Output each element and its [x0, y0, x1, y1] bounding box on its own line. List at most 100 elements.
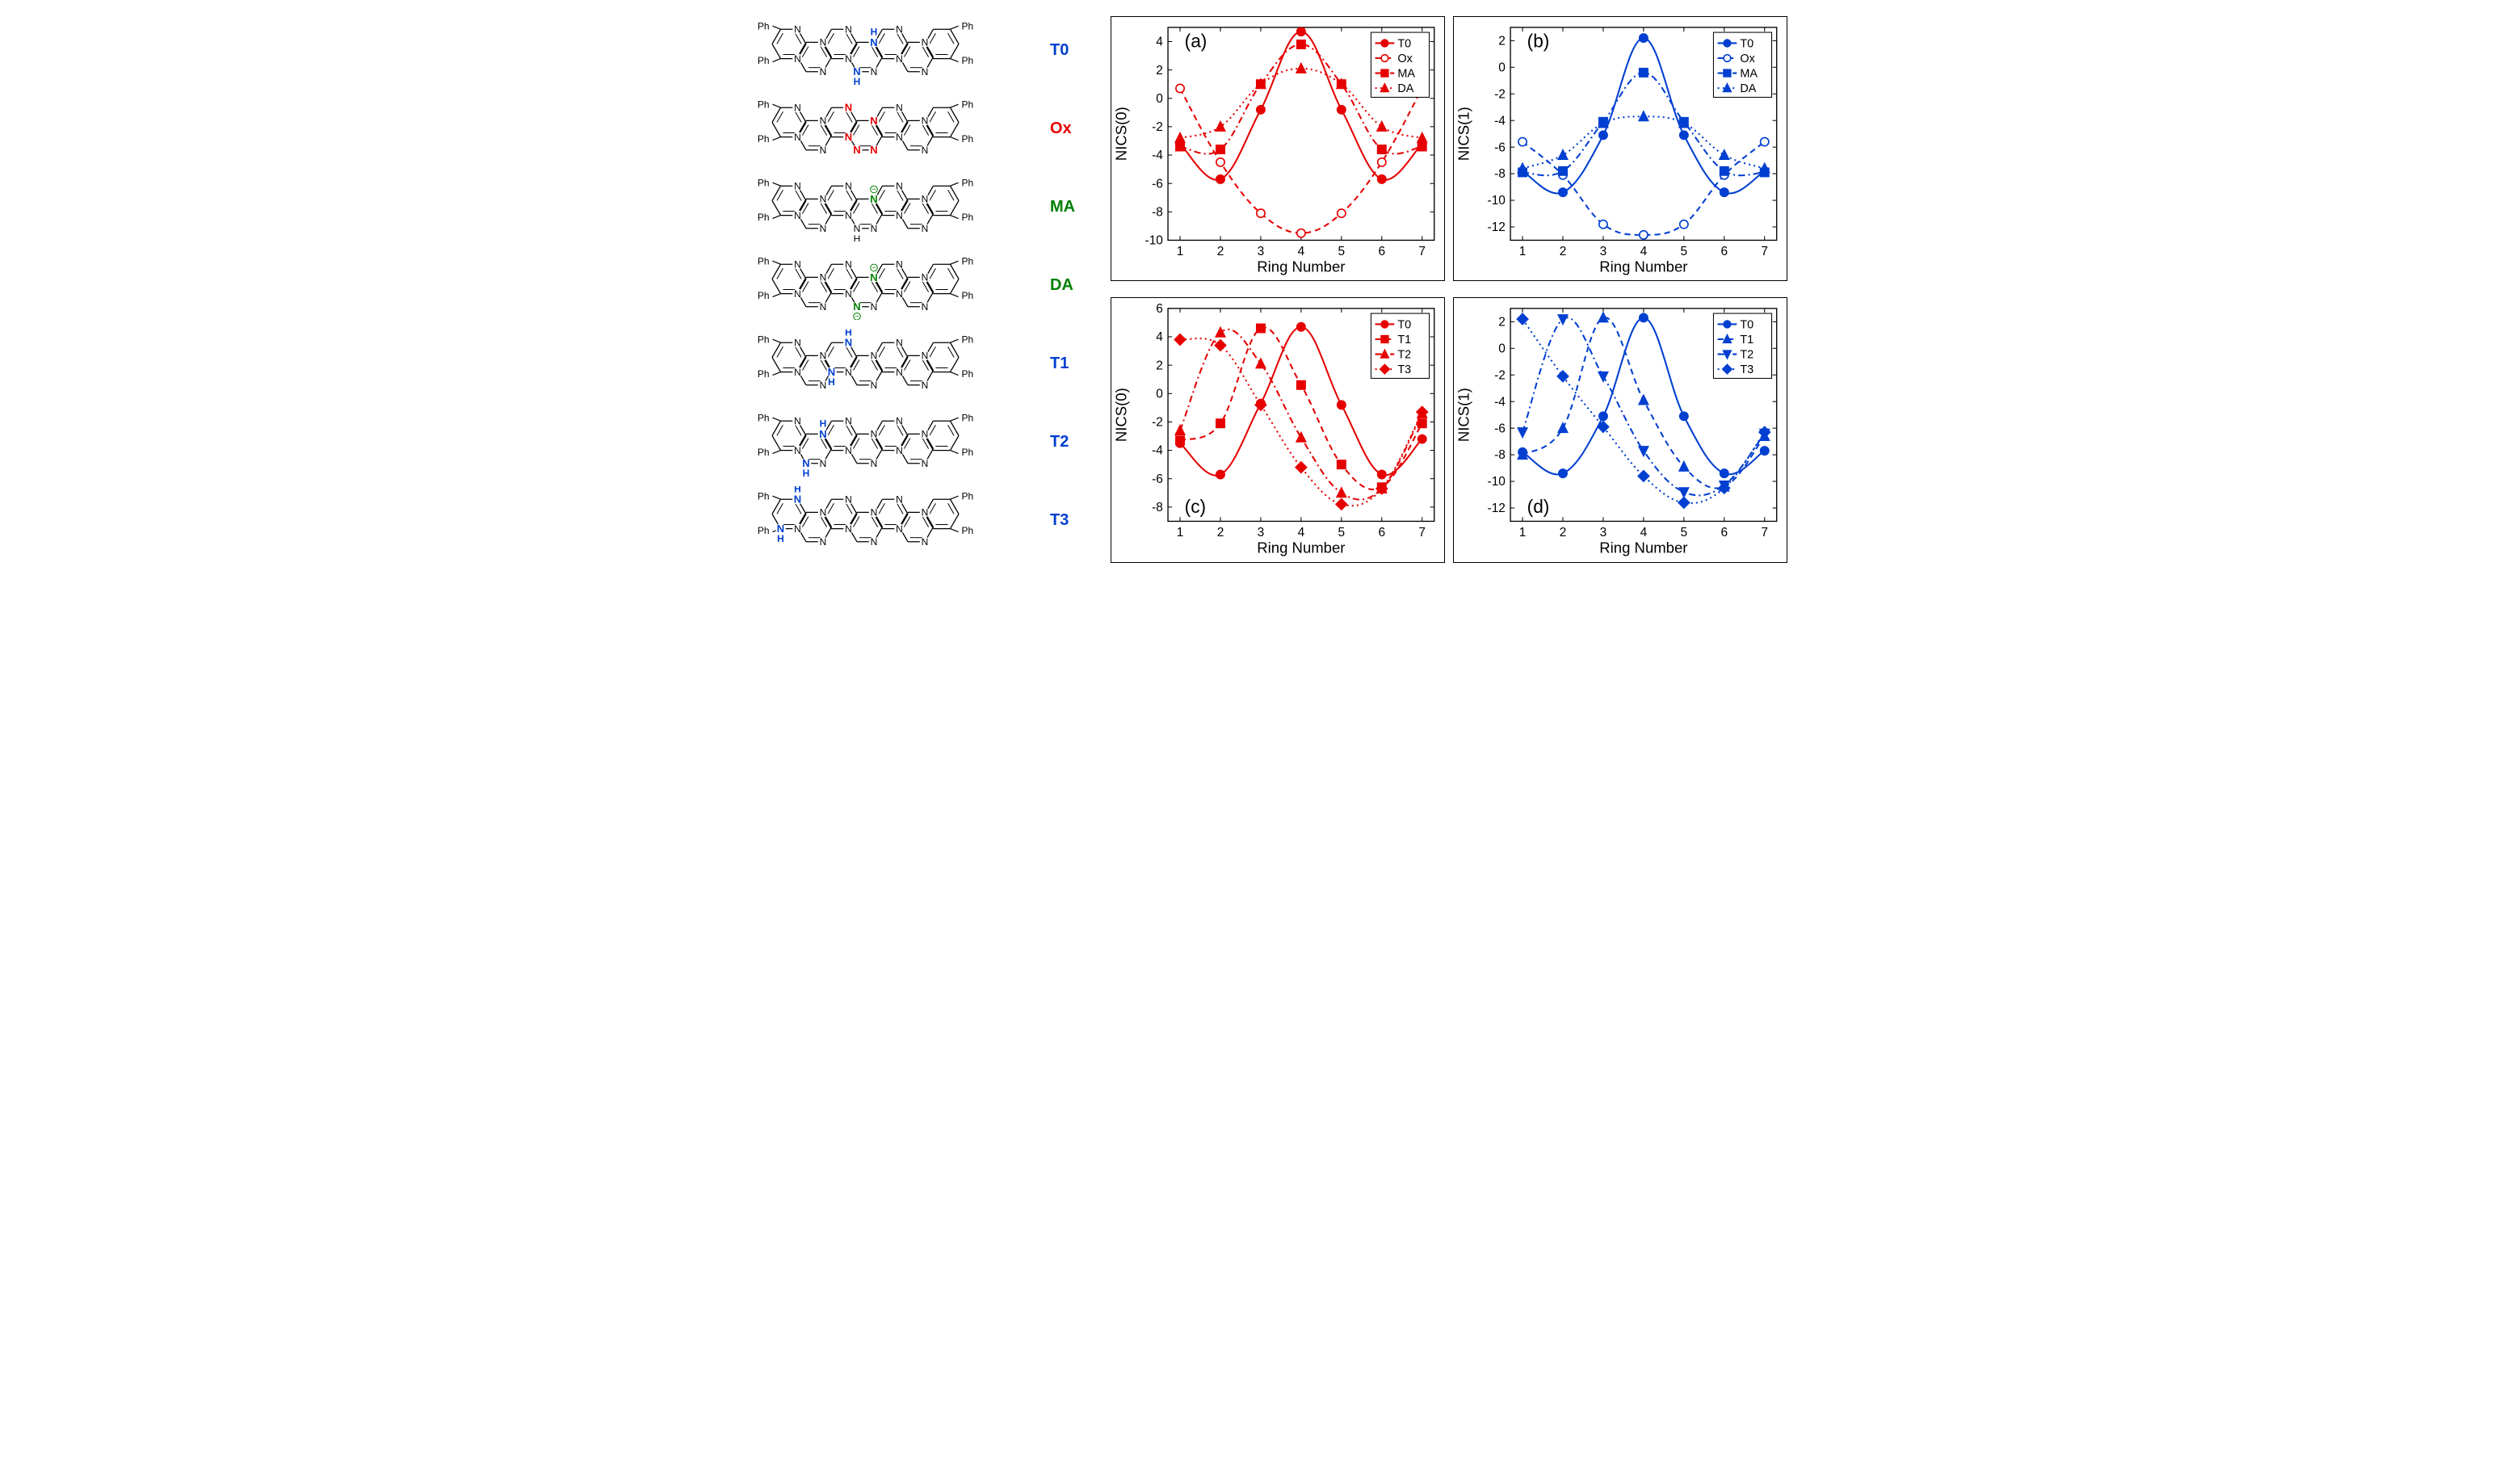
svg-text:-2: -2	[1494, 87, 1506, 101]
svg-text:7: 7	[1418, 245, 1426, 258]
svg-text:N: N	[820, 37, 827, 48]
svg-text:Ox: Ox	[1397, 52, 1413, 65]
structure-DA: PhPhPhPhNNNNNNNNNNNNNN−−	[755, 251, 1042, 320]
svg-text:-4: -4	[1494, 114, 1506, 128]
svg-text:Ph: Ph	[758, 177, 770, 188]
chart-d: -12-10-8-6-4-2021234567NICS(1)Ring Numbe…	[1453, 297, 1787, 562]
svg-text:−: −	[855, 313, 859, 320]
svg-text:-10: -10	[1145, 234, 1163, 248]
svg-text:-4: -4	[1152, 149, 1163, 162]
svg-text:Ph: Ph	[962, 255, 974, 267]
svg-text:N: N	[845, 210, 852, 221]
svg-text:2: 2	[1156, 64, 1163, 78]
svg-text:N: N	[922, 37, 929, 48]
svg-text:3: 3	[1258, 526, 1265, 539]
svg-text:N: N	[922, 458, 929, 469]
svg-text:N: N	[820, 536, 827, 548]
svg-text:-10: -10	[1488, 476, 1506, 489]
svg-text:Ph: Ph	[962, 334, 974, 345]
svg-text:5: 5	[1681, 526, 1688, 539]
chart-a: -10-8-6-4-20241234567NICS(0)Ring Number(…	[1111, 16, 1445, 281]
svg-text:−: −	[872, 185, 876, 194]
svg-text:H: H	[794, 486, 801, 494]
svg-text:-4: -4	[1152, 444, 1163, 458]
svg-text:N: N	[794, 132, 801, 143]
svg-text:4: 4	[1156, 36, 1163, 49]
svg-text:N: N	[794, 210, 801, 221]
svg-text:N: N	[922, 429, 929, 440]
svg-text:N: N	[922, 351, 929, 362]
structure-T2: PhPhPhPhNNNNNNNNNNNNNNHH	[755, 408, 1042, 477]
svg-text:N: N	[871, 458, 878, 469]
svg-text:Ph: Ph	[758, 99, 770, 110]
legend: T0OxMADA	[1371, 32, 1429, 97]
svg-text:N: N	[794, 337, 801, 348]
svg-text:−: −	[872, 263, 876, 272]
svg-text:N: N	[896, 445, 903, 456]
svg-text:N: N	[922, 301, 929, 313]
svg-text:N: N	[922, 223, 929, 234]
svg-text:-4: -4	[1494, 396, 1506, 409]
svg-text:MA: MA	[1740, 68, 1758, 81]
svg-text:N: N	[794, 23, 801, 35]
svg-text:T0: T0	[1740, 38, 1754, 51]
svg-text:N: N	[871, 301, 878, 313]
svg-text:N: N	[871, 223, 878, 234]
svg-text:T2: T2	[1397, 349, 1411, 362]
structure-row-MA: PhPhPhPhNNNNNNNNNNNNN−NHMA	[755, 173, 1094, 241]
x-axis-label: Ring Number	[1599, 258, 1687, 275]
svg-text:-2: -2	[1494, 369, 1506, 383]
svg-text:N: N	[794, 415, 801, 426]
svg-text:N: N	[820, 145, 827, 156]
structure-row-T1: PhPhPhPhNNNNNNNNNNNNNNHHT1	[755, 330, 1094, 398]
svg-text:1: 1	[1177, 526, 1184, 539]
svg-text:0: 0	[1156, 388, 1163, 401]
svg-text:N: N	[922, 272, 929, 283]
svg-text:N: N	[922, 507, 929, 518]
svg-text:2: 2	[1217, 245, 1224, 258]
structure-label: T1	[1050, 355, 1069, 373]
svg-text:N: N	[896, 415, 903, 426]
svg-text:N: N	[820, 115, 827, 127]
svg-text:N: N	[794, 523, 801, 535]
svg-text:6: 6	[1378, 245, 1385, 258]
svg-text:N: N	[896, 23, 903, 35]
svg-text:6: 6	[1156, 303, 1163, 317]
svg-text:6: 6	[1721, 526, 1728, 539]
structure-row-DA: PhPhPhPhNNNNNNNNNNNNNN−−DA	[755, 251, 1094, 320]
svg-text:N: N	[845, 288, 852, 300]
structure-label: DA	[1050, 276, 1073, 295]
svg-text:1: 1	[1519, 526, 1527, 539]
svg-text:N: N	[794, 258, 801, 270]
svg-text:N: N	[870, 271, 877, 283]
svg-text:DA: DA	[1740, 82, 1756, 95]
svg-text:N: N	[794, 180, 801, 191]
svg-text:3: 3	[1258, 245, 1265, 258]
svg-text:3: 3	[1600, 245, 1607, 258]
svg-text:-2: -2	[1152, 120, 1163, 134]
svg-text:T3: T3	[1740, 364, 1754, 377]
svg-text:N: N	[820, 351, 827, 362]
panel-letter: (c)	[1185, 497, 1206, 518]
structure-T3: PhPhPhPhNNNNNNNNNNNNNNHH	[755, 486, 1042, 555]
svg-text:Ph: Ph	[758, 255, 770, 267]
svg-text:7: 7	[1418, 526, 1426, 539]
chart-b: -12-10-8-6-4-2021234567NICS(1)Ring Numbe…	[1453, 16, 1787, 281]
svg-text:H: H	[777, 533, 784, 544]
svg-text:5: 5	[1681, 245, 1688, 258]
svg-text:1: 1	[1519, 245, 1527, 258]
svg-text:N: N	[845, 337, 852, 349]
svg-text:N: N	[896, 53, 903, 65]
svg-text:N: N	[896, 132, 903, 143]
svg-text:N: N	[845, 523, 852, 535]
svg-text:N: N	[896, 210, 903, 221]
svg-text:N: N	[820, 223, 827, 234]
svg-text:N: N	[896, 288, 903, 300]
svg-text:-10: -10	[1488, 194, 1506, 208]
svg-text:N: N	[845, 53, 852, 65]
svg-text:N: N	[870, 115, 877, 127]
legend: T0T1T2T3	[1713, 314, 1771, 379]
panel-letter: (a)	[1185, 31, 1208, 52]
svg-text:Ph: Ph	[758, 525, 770, 536]
svg-text:N: N	[794, 53, 801, 65]
